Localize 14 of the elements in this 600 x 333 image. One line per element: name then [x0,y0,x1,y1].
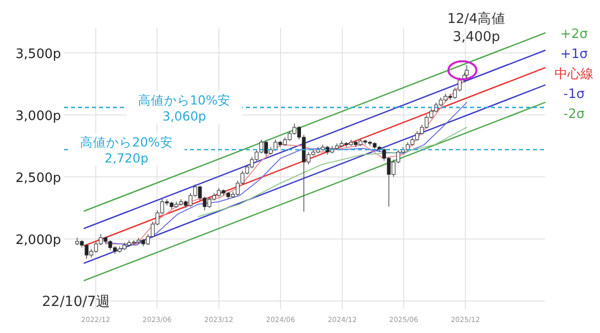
ref-line-label: 高値から20%安 2,720p [80,134,173,166]
annotation: 12/4高値 3,400p [447,11,506,46]
series-label: -2σ [563,106,585,122]
series-label: -1σ [563,86,585,102]
series-label: +1σ [560,46,588,62]
candlestick [464,64,469,78]
y-tick-label: 3,000p [16,108,61,124]
annotation: 22/10/7週 [42,294,110,310]
y-tick-label: 2,000p [16,232,61,248]
y-tick-label: 2,500p [16,170,61,186]
series-label: 中心線 [554,66,594,82]
y-tick-label: 3,500p [16,46,61,62]
ref-line-label: 高値から10%安 3,060p [138,92,231,124]
series-label: +2σ [560,26,588,42]
